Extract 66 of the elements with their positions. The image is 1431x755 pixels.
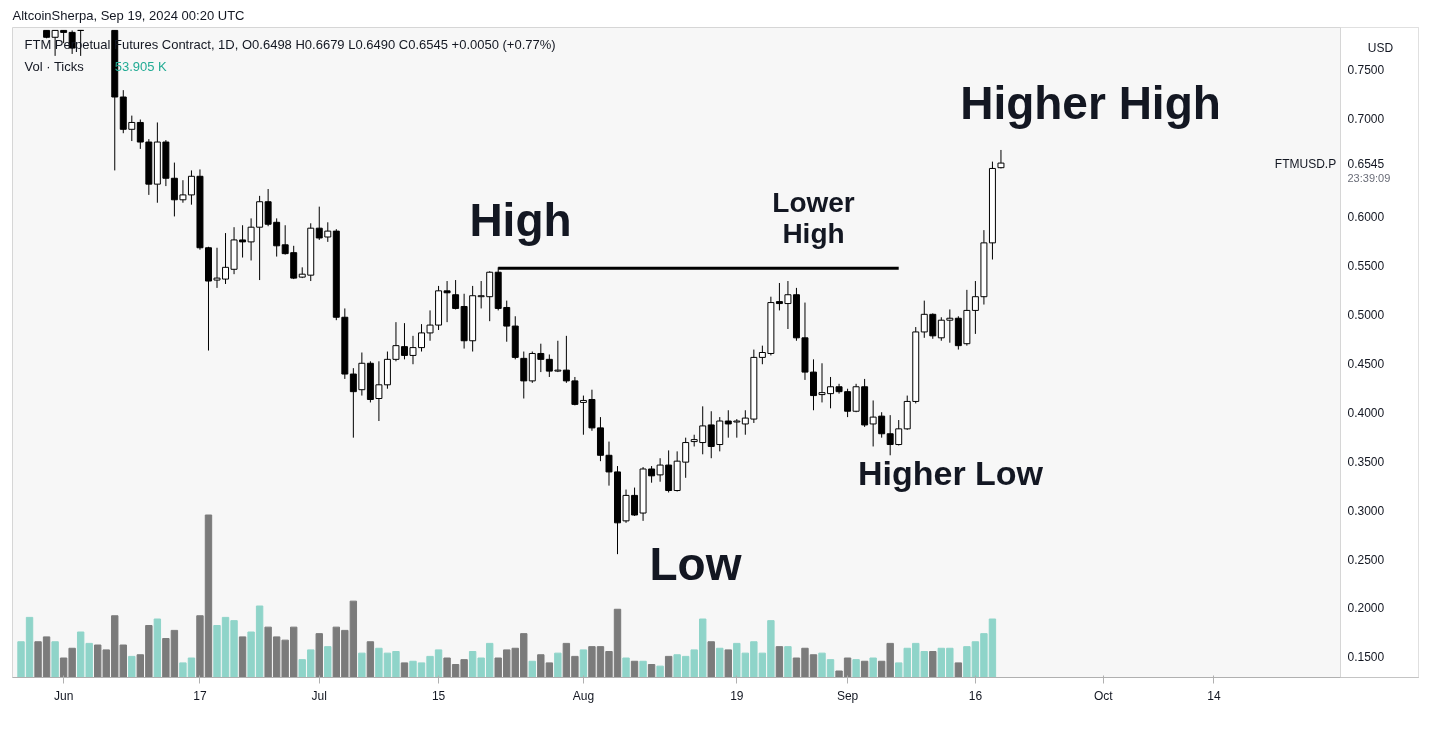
y-tick-label: 0.5500 [1347,258,1385,273]
bar [775,646,784,678]
candlestick [520,351,528,400]
bar [128,655,136,678]
annotation: Lower High [772,186,855,249]
annotation: 23:39:09 [1347,172,1391,185]
y-tick-label: 0.3000 [1347,503,1385,518]
y-tick-label: 0.6000 [1347,209,1385,224]
text: AltcoinSherpa, Sep 19, 2024 00:20 UTC [12,7,245,23]
annotation: FTMUSD.P [1274,157,1337,172]
x-tick-label: Oct [1093,688,1114,703]
bar [724,649,732,678]
y-tick-label: 0.4500 [1347,356,1385,371]
annotation: High [469,193,572,246]
x-tick-label: Aug [572,688,595,703]
y-tick-label: 0.2500 [1347,552,1385,567]
candlestick [562,335,570,384]
y-tick-label: 0.1500 [1347,650,1385,665]
y-tick-label: 0.7000 [1347,112,1385,127]
bar [579,649,588,678]
annotation: Higher High [960,77,1221,130]
bar [400,662,409,678]
bar [852,659,860,678]
x-tick-label: 19 [730,688,744,703]
bar [784,646,792,678]
x-tick-label: 16 [968,688,983,703]
bar [324,646,332,678]
bar [954,662,963,678]
bar [664,655,673,678]
bar [554,652,562,678]
annotation: Low [649,538,742,591]
bar [238,636,247,678]
bar [707,641,715,678]
x-tick-label: 15 [431,688,446,703]
bar [622,657,630,678]
x-tick-label: 14 [1207,688,1221,703]
bar [869,657,877,678]
y-tick-label: 0.2000 [1347,601,1385,616]
y-tick-label: 0.7500 [1347,63,1385,78]
annotation: Higher Low [857,453,1044,492]
bar [639,660,647,678]
y-tick-label: 0.5000 [1347,307,1385,322]
x-tick-label: Sep [836,688,859,703]
bar [315,633,323,678]
bar [51,641,59,678]
bar [656,665,664,678]
bar [528,660,536,678]
bar [358,652,366,678]
bar [929,651,937,678]
bar [366,641,375,678]
candlestick [937,316,945,342]
x-tick-label: Jul [311,688,327,703]
y-tick-label: 0.3500 [1347,454,1385,469]
bar [153,618,162,678]
y-tick-label: 0.4000 [1347,405,1385,420]
candlestick [136,119,144,150]
annotation: USD [1367,40,1394,55]
bar [647,664,656,678]
chart-title: Vol · Ticks [24,59,85,75]
x-tick-label: 17 [193,688,207,703]
y-tick-label: 0.6545 [1347,156,1385,171]
bar [860,660,869,678]
bar [716,647,724,678]
x-tick-label: Jun [53,688,74,703]
bar [630,660,639,678]
candlestick [946,308,954,344]
